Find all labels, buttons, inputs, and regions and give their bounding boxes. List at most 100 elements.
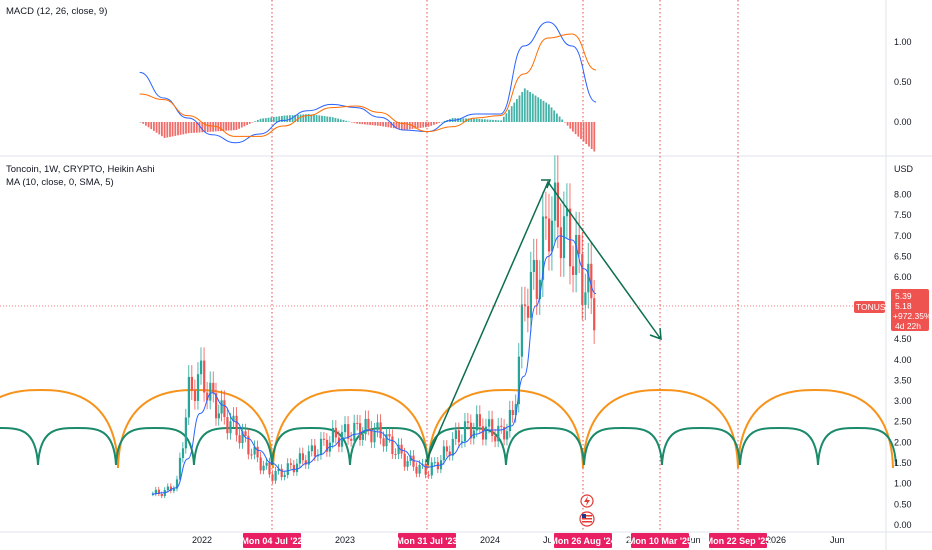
macd-hist-bar: [382, 122, 384, 127]
macd-hist-bar: [342, 120, 345, 122]
macd-hist-bar: [500, 120, 502, 122]
candle-body: [295, 463, 299, 473]
candle-body: [391, 436, 394, 454]
macd-hist-bar: [147, 122, 150, 128]
macd-hist-bar: [155, 122, 158, 133]
macd-hist-bar: [331, 117, 334, 122]
candle-body: [229, 421, 232, 434]
macd-hist-bar: [364, 122, 366, 125]
macd-hist-bar: [441, 121, 443, 123]
us-flag-icon[interactable]: [579, 511, 595, 527]
candle-body: [190, 376, 193, 391]
macd-hist-bar: [198, 122, 201, 133]
lightning-icon[interactable]: [580, 494, 594, 508]
price-axis: 8.007.507.006.506.005.505.004.504.003.50…: [894, 190, 912, 531]
macd-hist-bar: [281, 116, 283, 122]
macd-hist-bar: [185, 122, 187, 134]
candle-body: [593, 298, 596, 331]
candle-body: [415, 466, 418, 474]
macd-line: [139, 21, 597, 144]
macd-hist-bar: [209, 122, 212, 132]
candle-body: [590, 263, 593, 299]
macd-hist-bar: [486, 119, 489, 122]
candle-body: [578, 235, 581, 255]
candle-body: [394, 454, 397, 455]
date-tag-label: Mon 31 Jul '23: [396, 536, 457, 546]
trend-arrow-head: [541, 179, 552, 189]
candle-body: [353, 422, 356, 441]
macd-hist-bar: [430, 122, 433, 126]
macd-hist-bar: [438, 122, 441, 123]
time-axis-label: Jun: [830, 535, 845, 545]
candle-body: [262, 465, 265, 471]
candle-body: [494, 436, 497, 442]
macd-hist-bar: [206, 122, 209, 132]
candle-body: [556, 182, 559, 228]
candle-body: [367, 418, 370, 429]
macd-hist-bar: [398, 122, 400, 130]
candle-body: [206, 392, 209, 401]
candle-body: [454, 430, 457, 439]
time-axis-label: Ju: [543, 535, 553, 545]
macd-hist-bar: [588, 122, 590, 147]
green-cycle-arc: [0, 427, 39, 466]
candle-body: [340, 432, 344, 447]
macd-tick-label: 1.00: [894, 37, 912, 47]
candle-body: [575, 235, 578, 275]
macd-axis: 1.00 0.50 0.00: [894, 37, 912, 127]
candle-body: [418, 464, 421, 474]
orange-cycle-arc: [117, 388, 274, 469]
price-tick-label: 1.50: [894, 458, 912, 468]
candle-body: [397, 444, 400, 455]
macd-hist-bar: [225, 122, 227, 131]
macd-hist-bar: [238, 122, 240, 129]
candle-body: [541, 216, 545, 280]
macd-hist-bar: [334, 117, 337, 122]
candle-body: [274, 471, 277, 481]
price-tick-label: 8.00: [894, 190, 912, 200]
candle-body: [550, 220, 554, 252]
price-tick-label: 7.00: [894, 231, 912, 241]
macd-hist-bar: [539, 99, 542, 122]
macd-hist-bar: [337, 118, 339, 122]
candle-body: [412, 455, 415, 467]
date-tags: Mon 04 Jul '22 Mon 31 Jul '23 Mon 26 Aug '…: [241, 533, 770, 548]
macd-hist-bar: [566, 122, 569, 126]
macd-hist-bar: [510, 106, 513, 122]
candle-body: [151, 494, 155, 495]
orange-cycle-arc: [427, 388, 584, 469]
macd-hist-bar: [470, 118, 473, 122]
candle-body: [526, 306, 530, 318]
macd-hist-bar: [171, 122, 174, 137]
orange-cycle-arc: [0, 388, 119, 469]
macd-hist-bar: [248, 122, 251, 124]
macd-hist-bar: [545, 102, 548, 122]
macd-hist-bar: [286, 115, 289, 122]
macd-hist-bar: [505, 113, 508, 122]
price-tag-change: +972.35%: [893, 311, 932, 321]
candle-body: [169, 486, 172, 491]
date-tag-label: Mon 26 Aug '24: [550, 536, 615, 546]
macd-hist-bar: [246, 122, 248, 125]
macd-histogram: [139, 88, 596, 152]
candle-body: [356, 422, 359, 424]
candle-body: [268, 462, 271, 475]
price-tag: TONUSD 5.39 5.18 +972.35% 4d 22h: [854, 289, 932, 331]
candle-body: [388, 434, 391, 437]
macd-hist-bar: [408, 122, 411, 130]
candle-body: [400, 444, 403, 454]
candle-body: [538, 279, 541, 300]
macd-hist-bar: [569, 122, 572, 129]
candle-body: [265, 462, 268, 466]
candle-body: [500, 425, 503, 427]
macd-hist-bar: [478, 119, 481, 122]
price-tick-label: 2.00: [894, 437, 912, 447]
macd-hist-bar: [318, 115, 321, 122]
candle-body: [491, 419, 494, 436]
macd-hist-bar: [526, 90, 529, 122]
macd-hist-bar: [169, 122, 171, 137]
candle-body: [334, 427, 337, 438]
macd-hist-bar: [275, 116, 278, 122]
macd-hist-bar: [379, 122, 382, 126]
